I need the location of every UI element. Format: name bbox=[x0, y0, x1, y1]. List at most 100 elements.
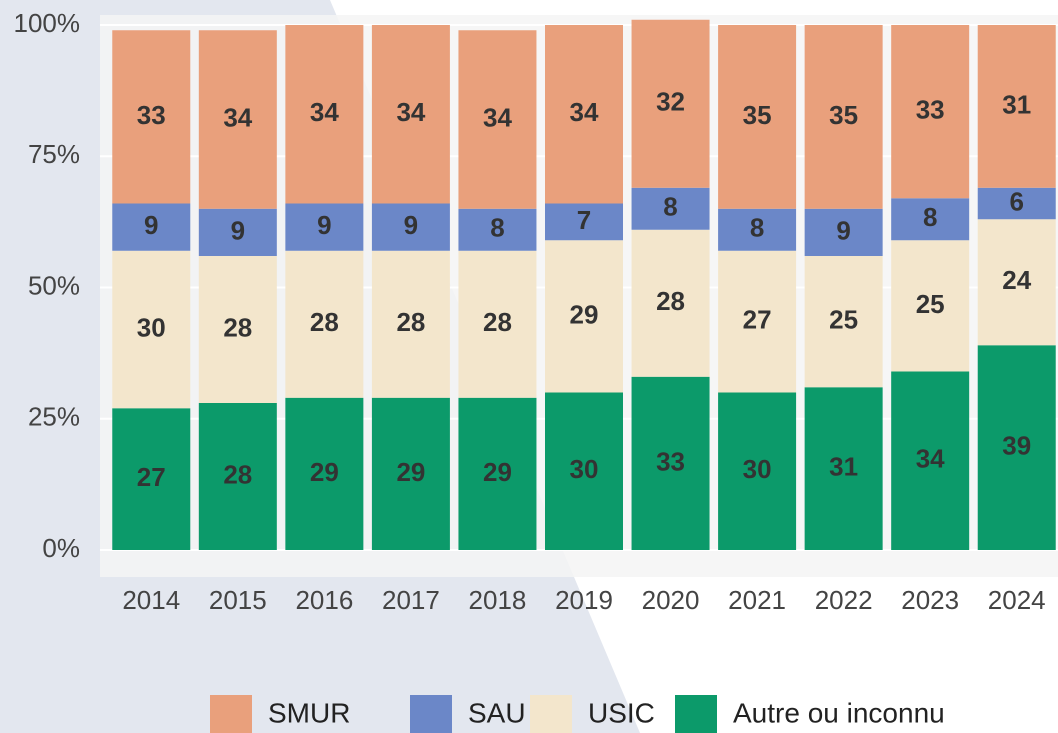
bar-segment bbox=[285, 203, 364, 251]
data-label: 33 bbox=[916, 95, 945, 125]
bar-segment bbox=[112, 203, 191, 251]
data-label: 8 bbox=[490, 213, 504, 243]
bar-segment bbox=[458, 208, 537, 251]
bar-segment bbox=[371, 25, 450, 204]
bar-segment bbox=[112, 408, 191, 550]
bar-segment bbox=[718, 250, 797, 393]
y-tick-label: 50% bbox=[28, 270, 80, 300]
bar-segment bbox=[718, 208, 797, 251]
data-label: 30 bbox=[137, 312, 166, 342]
legend-swatch bbox=[530, 695, 572, 733]
data-label: 25 bbox=[829, 305, 858, 335]
data-label: 29 bbox=[483, 457, 512, 487]
data-label: 29 bbox=[570, 299, 599, 329]
data-label: 30 bbox=[570, 454, 599, 484]
data-label: 9 bbox=[836, 215, 850, 245]
bar-segment bbox=[804, 387, 883, 550]
bar-segment bbox=[977, 187, 1056, 220]
data-label: 28 bbox=[396, 307, 425, 337]
bar-segment bbox=[891, 25, 970, 199]
bar-segment bbox=[891, 198, 970, 241]
data-label: 34 bbox=[310, 97, 339, 127]
data-label: 35 bbox=[743, 100, 772, 130]
x-tick-label: 2024 bbox=[988, 585, 1046, 615]
x-tick-label: 2018 bbox=[469, 585, 527, 615]
bar-segment bbox=[804, 25, 883, 209]
data-label: 31 bbox=[829, 452, 858, 482]
legend-label: SAU bbox=[468, 697, 526, 728]
x-tick-label: 2021 bbox=[728, 585, 786, 615]
data-label: 9 bbox=[231, 215, 245, 245]
bar-segment bbox=[198, 256, 277, 403]
data-label: 28 bbox=[223, 312, 252, 342]
bar-segment bbox=[371, 397, 450, 550]
data-label: 27 bbox=[137, 462, 166, 492]
data-label: 24 bbox=[1002, 265, 1031, 295]
y-tick-label: 100% bbox=[14, 8, 81, 38]
data-label: 6 bbox=[1009, 186, 1023, 216]
x-tick-label: 2023 bbox=[901, 585, 959, 615]
data-label: 28 bbox=[223, 459, 252, 489]
bar-segment bbox=[545, 392, 623, 550]
bar-segment bbox=[458, 30, 537, 209]
data-label: 8 bbox=[663, 192, 677, 222]
x-tick-label: 2016 bbox=[295, 585, 353, 615]
bar-segment bbox=[198, 403, 277, 550]
x-tick-label: 2019 bbox=[555, 585, 613, 615]
legend-label: Autre ou inconnu bbox=[733, 697, 945, 728]
data-label: 8 bbox=[750, 213, 764, 243]
bar-segment bbox=[198, 30, 277, 209]
bar-segment bbox=[718, 392, 797, 550]
y-tick-label: 0% bbox=[42, 533, 80, 563]
data-label: 35 bbox=[829, 100, 858, 130]
bar-segment bbox=[458, 250, 537, 398]
bar-segment bbox=[804, 208, 883, 256]
data-label: 34 bbox=[916, 444, 945, 474]
data-label: 29 bbox=[396, 457, 425, 487]
bar-segment bbox=[977, 345, 1056, 550]
bar-segment bbox=[977, 25, 1056, 188]
x-tick-label: 2015 bbox=[209, 585, 267, 615]
bar-segment bbox=[891, 240, 970, 372]
data-label: 34 bbox=[483, 102, 512, 132]
bar-segment bbox=[285, 250, 364, 398]
legend-swatch bbox=[210, 695, 252, 733]
bar-segment bbox=[631, 187, 710, 230]
bar-segment bbox=[631, 376, 710, 550]
data-label: 27 bbox=[743, 305, 772, 335]
data-label: 33 bbox=[137, 100, 166, 130]
x-tick-label: 2020 bbox=[642, 585, 700, 615]
bar-segment bbox=[977, 219, 1056, 346]
y-tick-label: 75% bbox=[28, 139, 80, 169]
bar-segment bbox=[718, 25, 797, 209]
data-label: 32 bbox=[656, 87, 685, 117]
bar-segment bbox=[545, 240, 623, 393]
data-label: 28 bbox=[310, 307, 339, 337]
data-label: 34 bbox=[396, 97, 425, 127]
legend-label: SMUR bbox=[268, 697, 350, 728]
bar-segment bbox=[891, 371, 970, 550]
y-tick-label: 25% bbox=[28, 402, 80, 432]
bar-segment bbox=[458, 397, 537, 550]
data-label: 28 bbox=[483, 307, 512, 337]
bar-segment bbox=[545, 25, 623, 204]
data-label: 34 bbox=[570, 97, 599, 127]
bar-segment bbox=[371, 250, 450, 398]
data-label: 9 bbox=[404, 210, 418, 240]
bar-segment bbox=[285, 25, 364, 204]
data-label: 7 bbox=[577, 205, 591, 235]
data-label: 29 bbox=[310, 457, 339, 487]
data-label: 25 bbox=[916, 289, 945, 319]
data-label: 31 bbox=[1002, 89, 1031, 119]
data-label: 39 bbox=[1002, 431, 1031, 461]
x-tick-label: 2017 bbox=[382, 585, 440, 615]
legend-label: USIC bbox=[588, 697, 655, 728]
data-label: 9 bbox=[144, 210, 158, 240]
data-label: 30 bbox=[743, 454, 772, 484]
bar-segment bbox=[112, 30, 191, 204]
bar-segment bbox=[371, 203, 450, 251]
bar-segment bbox=[285, 397, 364, 550]
data-label: 28 bbox=[656, 286, 685, 316]
bar-segment bbox=[631, 229, 710, 377]
